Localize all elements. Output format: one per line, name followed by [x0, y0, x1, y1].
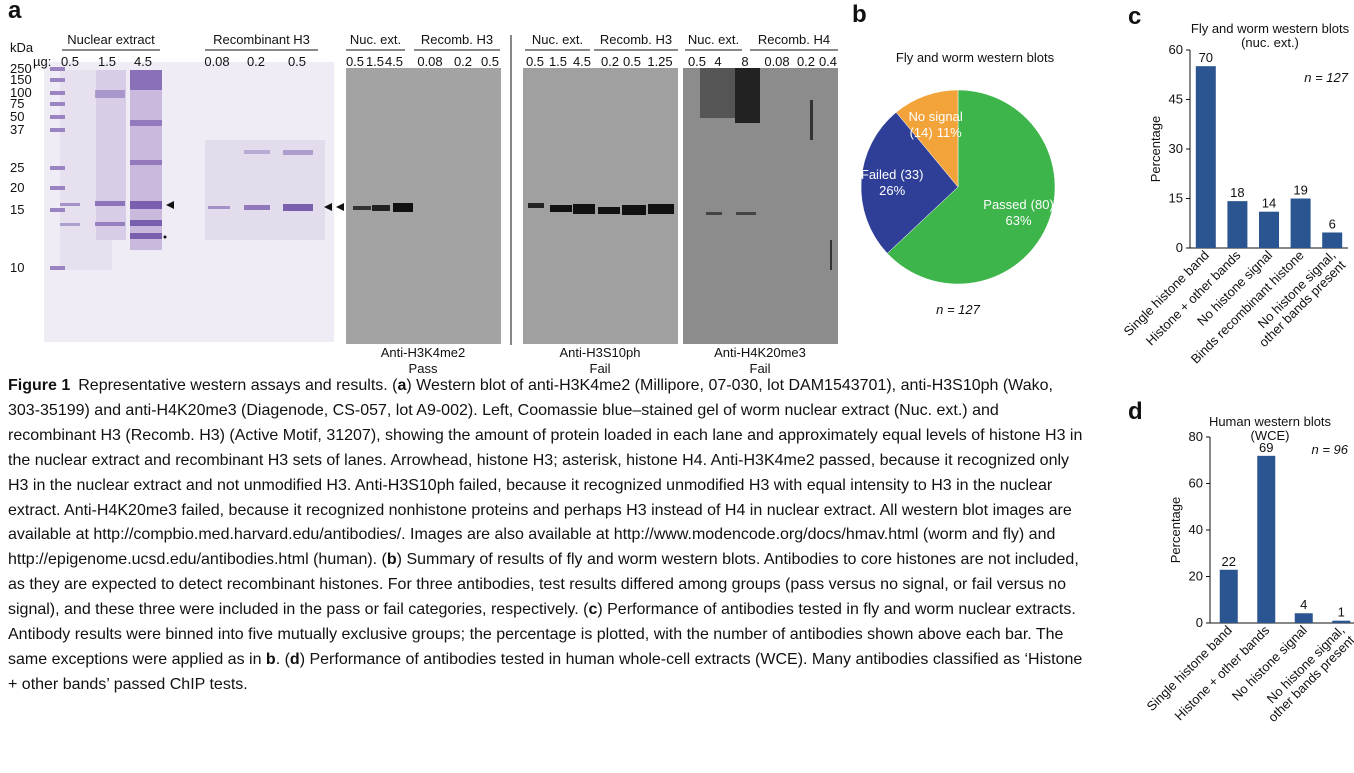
load-label: µg: [33, 54, 51, 69]
lane-amount: 4.5 [385, 54, 403, 69]
value-label: 6 [1329, 216, 1336, 231]
value-label: 63% [1006, 213, 1032, 228]
lane-amount: 0.5 [61, 54, 79, 69]
marker-label: 20 [10, 180, 24, 195]
lane-amount: 0.2 [601, 54, 619, 69]
y-tick-label: 30 [1169, 141, 1183, 156]
slice-label: 63% [1006, 213, 1032, 228]
bar [1227, 201, 1247, 248]
lane-amount: 1.5 [366, 54, 384, 69]
caption-bold: b [387, 551, 397, 568]
group-title: Nuclear extract [67, 32, 155, 47]
group-title: Recomb. H4 [758, 32, 830, 47]
lane-amount: 4.5 [134, 54, 152, 69]
caption-label: Figure 1 [8, 377, 70, 394]
slice-count: (14) [910, 125, 933, 140]
marker-label: 10 [10, 260, 24, 275]
lane-amount: 4 [714, 54, 721, 69]
slice-label: (14) 11% [910, 125, 963, 140]
slice-category: Failed [861, 167, 896, 182]
caption-bold: d [290, 651, 300, 668]
lane-amount: 0.5 [688, 54, 706, 69]
chart-title: Fly and worm western blots [896, 50, 1055, 65]
panel-label: a [8, 0, 22, 24]
panel-label: b [852, 1, 867, 28]
caption-text: Representative western assays and result… [78, 377, 397, 394]
bar [1291, 199, 1311, 249]
x-tick-label: other bands present [1256, 257, 1349, 350]
chart-title: Fly and worm western blots [1191, 21, 1350, 36]
caption-body: Representative western assays and result… [8, 377, 1082, 693]
antibody-label: Anti-H3S10ph [560, 345, 641, 360]
value-label: 14 [1262, 196, 1276, 211]
caption-bold: b [266, 651, 276, 668]
caption-text: ) Western blot of anti-H3K4me2 (Millipor… [8, 377, 1082, 568]
lane-amount: 1.5 [549, 54, 567, 69]
slice-count: (33) [900, 167, 923, 182]
y-tick-label: 15 [1169, 191, 1183, 206]
lane-amount: 0.2 [247, 54, 265, 69]
slice-category: No signal [909, 109, 963, 124]
lane-amount: 0.5 [288, 54, 306, 69]
slice-label: Failed (33) [861, 167, 924, 182]
value-label: 11% [937, 125, 962, 140]
group-title: Nuc. ext. [350, 32, 401, 47]
chart-subtitle: (nuc. ext.) [1241, 35, 1299, 50]
slice-label: No signal [909, 109, 963, 124]
bar [1259, 212, 1279, 248]
lane-amount: 0.08 [417, 54, 442, 69]
lane-amount: 0.5 [346, 54, 364, 69]
caption: Figure 1 Representative western assays an… [8, 374, 1350, 723]
lane-amount: 0.2 [454, 54, 472, 69]
lane-amount: 4.5 [573, 54, 591, 69]
group-title: Recomb. H3 [421, 32, 493, 47]
y-tick-label: 0 [1176, 240, 1183, 255]
lane-amount: 0.5 [623, 54, 641, 69]
value-label: 19 [1293, 183, 1307, 198]
annotation: n = 127 [1304, 70, 1349, 85]
lane-amount: 1.25 [647, 54, 672, 69]
annotation: n = 127 [936, 302, 981, 317]
lane-amount: 0.5 [481, 54, 499, 69]
caption-text: . ( [276, 651, 290, 668]
lane-amount: 8 [741, 54, 748, 69]
panel-label: c [1128, 3, 1141, 30]
unit-label: kDa [10, 40, 34, 55]
group-title: Nuc. ext. [688, 32, 739, 47]
blot-images [346, 35, 838, 345]
slice-label: Passed (80) [983, 197, 1054, 212]
slice-count: (80) [1031, 197, 1054, 212]
group-title: Recombinant H3 [213, 32, 310, 47]
marker-label: 15 [10, 202, 24, 217]
lane-amount: 0.5 [526, 54, 544, 69]
lane-amount: 1.5 [98, 54, 116, 69]
lane-amount: 0.08 [204, 54, 229, 69]
value-label: 26% [879, 183, 905, 198]
value-label: 18 [1230, 185, 1244, 200]
lane-amount: 0.08 [764, 54, 789, 69]
antibody-label: Anti-H4K20me3 [714, 345, 806, 360]
page: {"panel_a":{"label":"a","unit":"kDa","lo… [0, 0, 1354, 773]
marker-label: 37 [10, 122, 24, 137]
slice-label: 26% [879, 183, 905, 198]
slice-category: Passed [983, 197, 1026, 212]
y-axis-label: Percentage [1148, 116, 1163, 183]
y-tick-label: 60 [1169, 42, 1183, 57]
lane-amount: 0.2 [797, 54, 815, 69]
value-label: 70 [1199, 50, 1213, 65]
y-tick-label: 45 [1169, 92, 1183, 107]
gel-image [44, 62, 344, 342]
marker-label: 25 [10, 160, 24, 175]
group-title: Recomb. H3 [600, 32, 672, 47]
lane-amount: 0.4 [819, 54, 837, 69]
antibody-label: Anti-H3K4me2 [381, 345, 466, 360]
bar [1196, 66, 1216, 248]
bar [1322, 232, 1342, 248]
group-title: Nuc. ext. [532, 32, 583, 47]
